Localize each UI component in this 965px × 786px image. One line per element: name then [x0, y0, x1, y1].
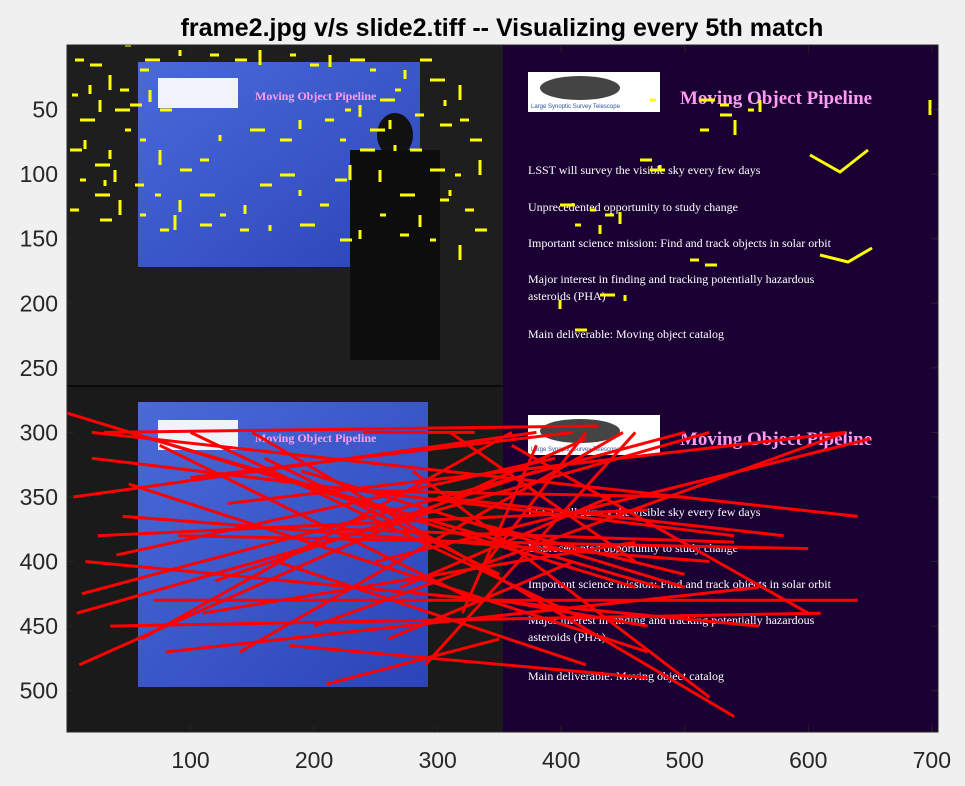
y-tick-label: 200 — [20, 290, 58, 316]
frame-top-heading: Moving Object Pipeline — [255, 89, 377, 103]
match-line — [338, 527, 735, 544]
match-line — [449, 431, 637, 563]
x-axis: 100 200 300 400 500 600 700 — [171, 45, 951, 773]
slide-bottom-bullet-3: Important science mission: Find and trac… — [528, 577, 832, 591]
match-line — [202, 540, 636, 615]
match-line — [326, 637, 500, 686]
slide-bottom-logo-caption: Large Synoptic Survey Telescope — [531, 447, 621, 453]
match-line — [276, 560, 587, 667]
match-line — [485, 431, 588, 563]
feature-markers — [70, 45, 932, 332]
slide-top-bullet-4: Major interest in finding and tracking p… — [528, 272, 815, 286]
match-line — [313, 430, 846, 628]
chart-title: frame2.jpg v/s slide2.tiff -- Visualizin… — [181, 14, 824, 42]
y-axis: 50 100 150 200 250 300 350 400 450 500 — [20, 97, 938, 704]
match-lines — [67, 411, 871, 718]
presenter-body — [350, 150, 440, 360]
x-tick-label: 600 — [789, 747, 827, 773]
match-line — [91, 456, 735, 538]
match-line — [97, 508, 648, 538]
y-tick-label: 50 — [32, 97, 58, 123]
presenter-head — [377, 113, 413, 157]
x-tick-label: 500 — [666, 747, 704, 773]
match-line — [128, 430, 661, 589]
match-line — [214, 469, 537, 583]
y-tick-label: 450 — [20, 613, 58, 639]
slide-top-logo-caption: Large Synoptic Survey Telescope — [531, 104, 621, 110]
slide-top-bullet-3: Important science mission: Find and trac… — [528, 236, 832, 250]
slide-image-background — [503, 45, 938, 732]
match-line — [437, 495, 784, 538]
match-line — [85, 560, 760, 628]
match-line — [104, 424, 599, 434]
slide-bottom-bullet-4b: asteroids (PHA) — [528, 630, 606, 644]
match-line — [412, 469, 711, 699]
x-tick-label: 200 — [295, 747, 333, 773]
match-line — [165, 585, 760, 654]
plot-area: Moving Object Pipeline Moving Object Pip… — [67, 45, 938, 732]
match-line — [264, 456, 501, 576]
match-line — [140, 431, 513, 641]
feature-marker — [809, 148, 869, 174]
frame-top-logo — [158, 78, 238, 108]
match-line — [158, 443, 476, 602]
match-line — [351, 489, 685, 499]
feature-marker — [819, 246, 873, 264]
y-tick-label: 500 — [20, 678, 58, 704]
x-tick-label: 700 — [913, 747, 951, 773]
slide-top-logo-mark — [540, 76, 620, 100]
slide-top-bullet-4b: asteroids (PHA) — [528, 289, 606, 303]
y-tick-label: 350 — [20, 484, 58, 510]
x-tick-label: 100 — [171, 747, 209, 773]
match-line — [289, 643, 648, 680]
y-tick-label: 250 — [20, 355, 58, 381]
frame-bottom-heading: Moving Object Pipeline — [255, 431, 377, 445]
match-line — [81, 430, 686, 596]
x-tick-label: 300 — [418, 747, 456, 773]
slide-top-bullet-2: Unprecedented opportunity to study chang… — [528, 200, 738, 214]
y-tick-label: 100 — [20, 161, 58, 187]
y-tick-label: 300 — [20, 419, 58, 445]
match-line — [189, 431, 587, 622]
slide-top-bullet-1: LSST will survey the visible sky every f… — [528, 163, 761, 177]
match-line — [375, 437, 871, 563]
y-tick-label: 400 — [20, 549, 58, 575]
slide-top-bullet-5: Main deliverable: Moving object catalog — [528, 327, 724, 341]
y-tick-label: 150 — [20, 226, 58, 252]
axes-box — [66, 44, 939, 733]
x-tick-label: 400 — [542, 747, 580, 773]
